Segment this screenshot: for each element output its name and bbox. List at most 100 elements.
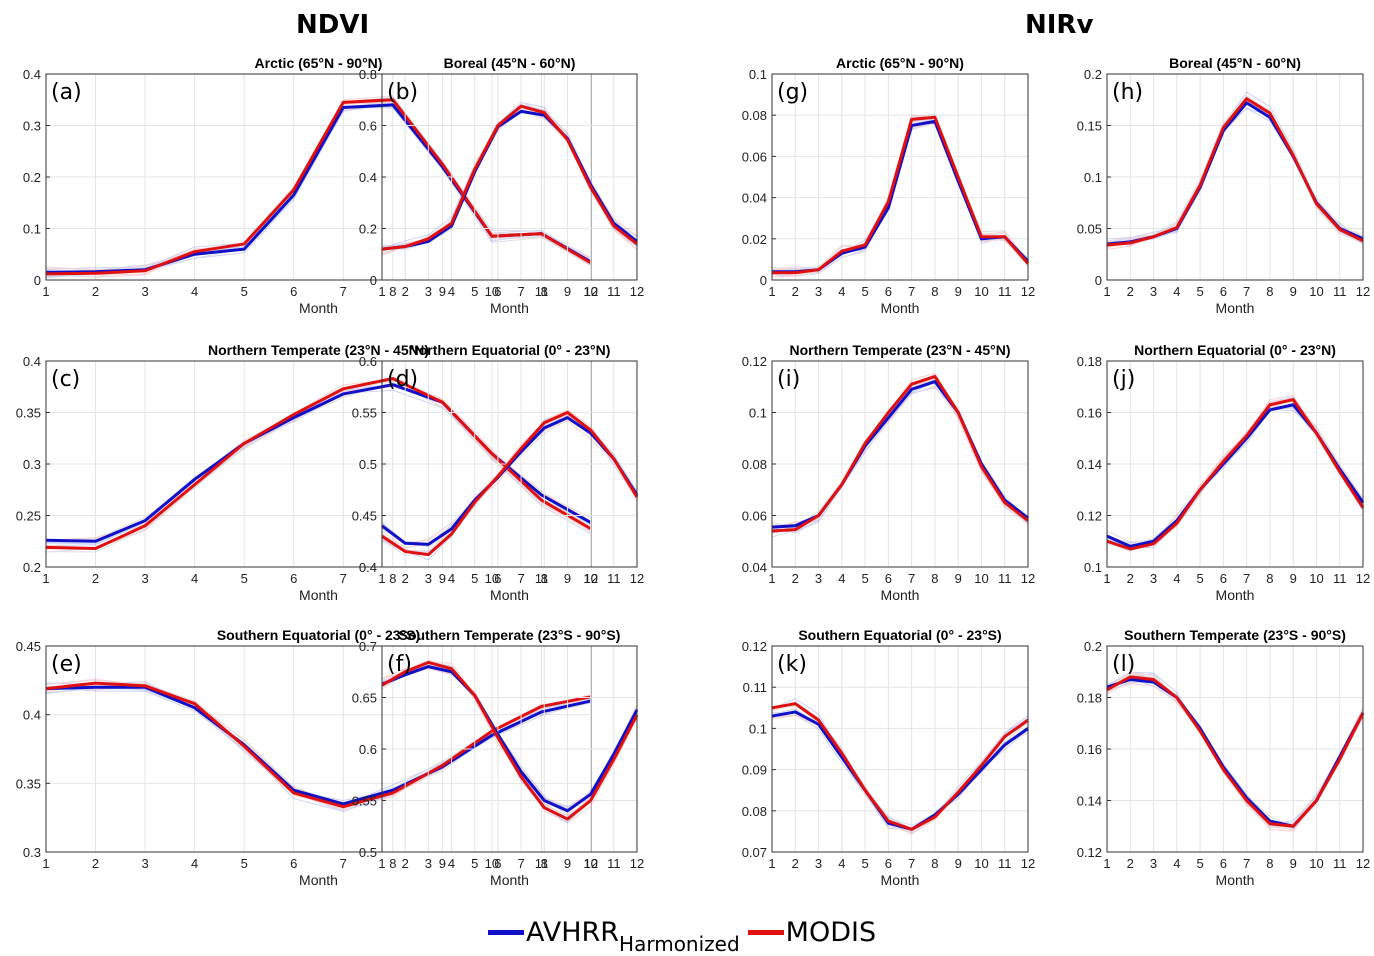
series-line-modis [381, 104, 638, 251]
x-tick-label: 6 [1220, 856, 1227, 871]
x-tick-label: 12 [630, 856, 644, 871]
ensemble-lines [771, 114, 1029, 278]
ensemble-line [45, 681, 592, 806]
nirv-section-title: NIRv [1025, 10, 1094, 40]
x-tick-label: 12 [1021, 284, 1035, 299]
ensemble-line [381, 108, 638, 249]
x-tick-label: 11 [607, 284, 621, 299]
panel-title: Northern Temperate (23°N - 45°N) [208, 342, 429, 358]
x-tick-label: 9 [1290, 284, 1297, 299]
x-tick-label: 6 [1220, 571, 1227, 586]
x-tick-label: 2 [402, 284, 409, 299]
x-axis-label: Month [299, 300, 338, 316]
ensemble-line [771, 387, 1029, 532]
x-tick-label: 10 [1309, 571, 1323, 586]
y-tick-label: 0.12 [742, 354, 767, 369]
ensemble-line [1106, 673, 1364, 828]
x-tick-label: 3 [141, 284, 148, 299]
legend-item-avhrr: AVHRR Harmonized [488, 917, 740, 956]
panel-title: Boreal (45°N - 60°N) [1169, 55, 1301, 71]
ensemble-line [771, 116, 1029, 275]
x-tick-label: 10 [485, 856, 499, 871]
y-tick-label: 0.65 [352, 691, 377, 706]
y-tick-label: 0.16 [1077, 742, 1102, 757]
x-axis-label: Month [299, 872, 338, 888]
ensemble-line [771, 714, 1029, 831]
panel-letter: (e) [51, 652, 82, 677]
y-tick-label: 0.5 [359, 845, 377, 860]
x-tick-label: 1 [1103, 284, 1110, 299]
y-tick-label: 0.5 [359, 457, 377, 472]
x-tick-label: 11 [998, 284, 1012, 299]
ensemble-line [1106, 406, 1364, 547]
series-line-avhrr [381, 416, 639, 546]
x-tick-label: 12 [1021, 856, 1035, 871]
y-tick-label: 0.4 [23, 354, 41, 369]
plot-frame [771, 645, 1029, 853]
ensemble-lines [1106, 394, 1364, 552]
ensemble-line [1106, 101, 1364, 246]
ensemble-line [45, 95, 592, 275]
x-tick-label: 7 [340, 571, 347, 586]
panel-letter: (b) [387, 80, 418, 105]
series-line-modis [771, 374, 1029, 533]
ensemble-line [381, 410, 638, 552]
x-tick-label: 8 [389, 571, 396, 586]
panel-letter: (j) [1112, 367, 1135, 392]
ensemble-line [1106, 679, 1364, 830]
x-tick-label: 6 [290, 856, 297, 871]
ensemble-line [1106, 396, 1364, 548]
ensemble-line [1106, 400, 1364, 549]
x-tick-label: 4 [191, 571, 198, 586]
panel-letter: (f) [387, 652, 412, 677]
x-tick-label: 6 [290, 571, 297, 586]
x-tick-label: 2 [402, 571, 409, 586]
x-tick-label: 11 [1333, 571, 1347, 586]
y-tick-label: 0.1 [1084, 170, 1102, 185]
panel-title: Southern Equatorial (0° - 23°S) [217, 627, 420, 643]
panel-title: Southern Equatorial (0° - 23°S) [798, 627, 1001, 643]
ensemble-line [771, 712, 1029, 826]
ensemble-line [1106, 397, 1364, 550]
legend-swatch-modis [747, 929, 784, 935]
x-tick-label: 11 [998, 571, 1012, 586]
x-tick-label: 11 [535, 571, 549, 586]
x-tick-label: 7 [340, 284, 347, 299]
y-tick-label: 0.18 [1077, 354, 1102, 369]
ensemble-line [771, 123, 1029, 276]
series-line-modis [1106, 675, 1365, 828]
ensemble-line [381, 104, 638, 248]
ensemble-line [45, 685, 592, 808]
x-tick-label: 1 [768, 856, 775, 871]
ensemble-line [45, 102, 592, 271]
x-axis-label: Month [881, 587, 920, 603]
x-tick-label: 9 [564, 856, 571, 871]
y-tick-label: 0.35 [16, 406, 41, 421]
x-tick-label: 11 [535, 284, 549, 299]
x-tick-label: 11 [1333, 856, 1347, 871]
x-tick-label: 2 [1127, 284, 1134, 299]
figure-legend: AVHRR Harmonized MODIS [488, 912, 884, 956]
x-tick-label: 9 [439, 284, 446, 299]
y-tick-label: 0.06 [742, 509, 767, 524]
x-tick-label: 2 [92, 284, 99, 299]
x-tick-label: 6 [885, 284, 892, 299]
x-tick-label: 5 [861, 284, 868, 299]
series-line-avhrr [1106, 677, 1365, 828]
x-tick-label: 5 [241, 571, 248, 586]
y-tick-label: 0.09 [742, 763, 767, 778]
x-tick-label: 1 [42, 284, 49, 299]
y-tick-label: 0.7 [359, 639, 377, 654]
ensemble-line [381, 661, 638, 817]
ensemble-line [1106, 101, 1364, 248]
panel-title: Boreal (45°N - 60°N) [444, 55, 576, 71]
ensemble-line [45, 101, 592, 276]
ensemble-line [1106, 398, 1364, 549]
x-tick-label: 10 [974, 856, 988, 871]
y-tick-label: 0.3 [23, 845, 41, 860]
series-line-modis [772, 115, 1030, 275]
y-tick-label: 0.07 [742, 845, 767, 860]
x-tick-label: 12 [584, 571, 598, 586]
y-tick-label: 0.1 [749, 406, 767, 421]
ensemble-line [45, 101, 592, 278]
